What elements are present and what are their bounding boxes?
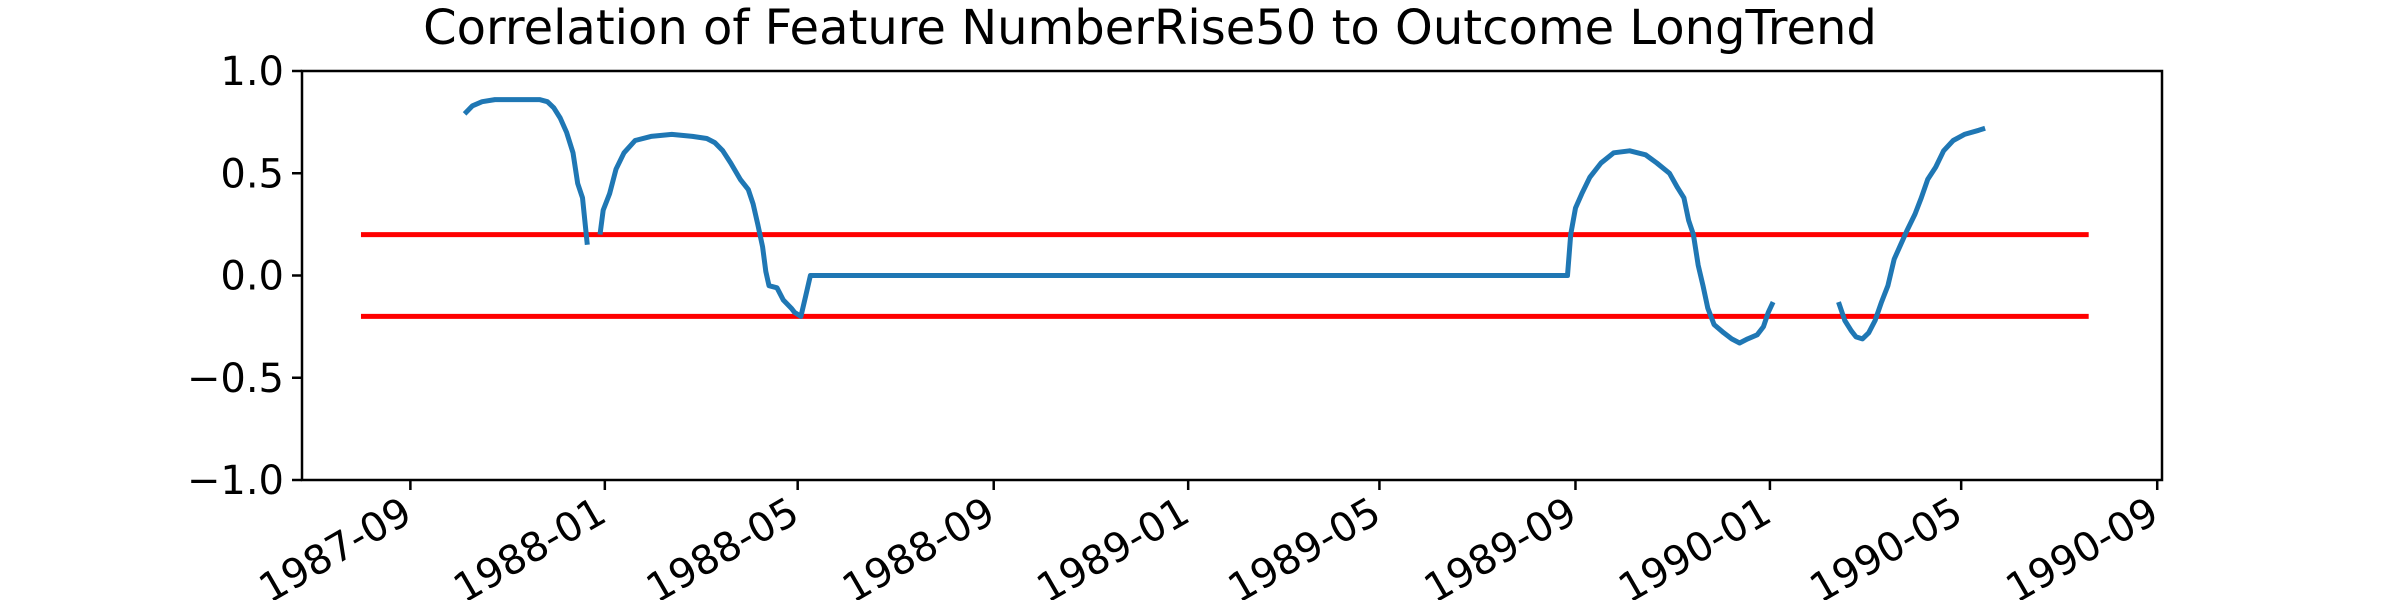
series-line-segment-2 [1836,125,1986,342]
x-axis: 1987-09 1988-01 1988-05 1988-09 1989-01 1989-… [252,480,2166,600]
y-tick-label: 0.5 [220,151,284,197]
x-tick-label: 1990-01 [1611,489,1779,600]
y-tick-label: −1.0 [187,458,284,504]
x-tick-label: 1988-01 [446,489,614,600]
y-tick-label: −0.5 [187,356,284,402]
reference-lines [360,232,2089,319]
x-tick-label: 1989-09 [1417,489,1585,600]
x-tick-label: 1987-09 [252,489,420,600]
series-line-segment-0 [462,97,590,246]
series-line-segment-1 [597,131,1776,346]
x-tick-label: 1990-09 [1998,489,2166,600]
y-tick-label: 0.0 [220,254,284,300]
x-tick-label: 1990-05 [1802,489,1970,600]
y-tick-label: 1.0 [220,49,284,95]
x-tick-label: 1989-05 [1221,489,1389,600]
x-tick-label: 1988-05 [639,489,807,600]
y-axis: −1.0 −0.5 0.0 0.5 1.0 [187,49,302,504]
chart-title: Correlation of Feature NumberRise50 to O… [423,0,1877,56]
x-tick-label: 1989-01 [1029,489,1197,600]
x-tick-label: 1988-09 [835,489,1003,600]
series-lines [462,97,1986,346]
